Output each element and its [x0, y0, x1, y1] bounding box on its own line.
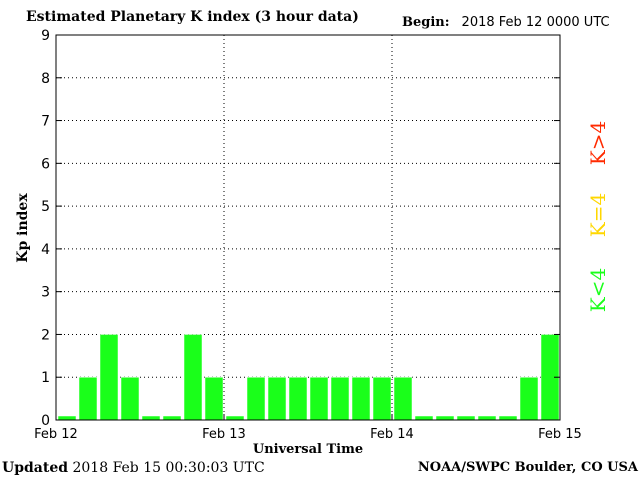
kp-bar — [57, 415, 77, 421]
grid — [56, 35, 560, 420]
kp-bar — [393, 376, 413, 421]
plot-frame — [55, 34, 561, 421]
kp-bar — [288, 376, 308, 421]
y-tick-label: 4 — [41, 242, 50, 258]
x-tick-label: Feb 14 — [370, 427, 414, 442]
kp-bar — [435, 415, 455, 421]
kp-bar — [267, 376, 287, 421]
y-tick-label: 7 — [41, 114, 50, 130]
kp-bar — [519, 376, 539, 421]
kp-bar — [204, 376, 224, 421]
legend: K>4 K=4 K<4 — [586, 121, 610, 312]
y-tick-label: 8 — [41, 71, 50, 87]
x-axis-label: Universal Time — [253, 442, 363, 457]
kp-bar — [141, 415, 161, 421]
updated-label: Updated — [2, 460, 69, 476]
kp-bar — [477, 415, 497, 421]
kp-bar — [414, 415, 434, 421]
y-ticks: 0 1 2 3 4 5 6 7 8 9 — [41, 28, 560, 429]
kp-bar — [330, 376, 350, 421]
y-tick-label: 1 — [41, 370, 50, 386]
kp-bar — [456, 415, 476, 421]
kp-bar — [162, 415, 182, 421]
updated-time: Updated 2018 Feb 15 00:30:03 UTC — [2, 460, 265, 476]
y-tick-label: 9 — [41, 28, 50, 44]
kp-bar — [351, 376, 371, 421]
begin-value: 2018 Feb 12 0000 UTC — [461, 15, 610, 30]
kp-bar — [309, 376, 329, 421]
y-axis-label: Kp index — [15, 193, 31, 263]
y-tick-label: 2 — [41, 327, 50, 343]
kp-bar — [246, 376, 266, 421]
credit: NOAA/SWPC Boulder, CO USA — [417, 460, 638, 475]
kp-bar — [78, 376, 98, 421]
x-ticks: Feb 12 Feb 13 Feb 14 Feb 15 — [34, 414, 582, 442]
legend-item: K>4 — [586, 121, 610, 165]
y-tick-label: 5 — [41, 199, 50, 215]
kp-bar — [225, 415, 245, 421]
y-tick-label: 3 — [41, 285, 50, 301]
bars — [57, 334, 560, 421]
kp-bar — [120, 376, 140, 421]
kp-bar — [99, 334, 119, 421]
x-tick-label: Feb 13 — [202, 427, 246, 442]
kp-bar — [498, 415, 518, 421]
kp-bar-chart: 0 1 2 3 4 5 6 7 8 9 Feb 12 Feb 13 Feb 14 Feb 15 Kp i… — [15, 28, 610, 457]
x-tick-label: Feb 15 — [538, 427, 582, 442]
y-tick-label: 6 — [41, 156, 50, 172]
y-tick-label: 0 — [41, 413, 50, 429]
x-tick-label: Feb 12 — [34, 427, 78, 442]
legend-item: K<4 — [586, 268, 610, 312]
begin-time: Begin: 2018 Feb 12 0000 UTC — [402, 15, 610, 30]
updated-value: 2018 Feb 15 00:30:03 UTC — [72, 460, 265, 476]
chart-title: Estimated Planetary K index (3 hour data… — [26, 9, 359, 25]
kp-bar — [372, 376, 392, 421]
legend-item: K=4 — [586, 193, 610, 237]
begin-label: Begin: — [402, 15, 450, 30]
kp-bar — [183, 334, 203, 421]
